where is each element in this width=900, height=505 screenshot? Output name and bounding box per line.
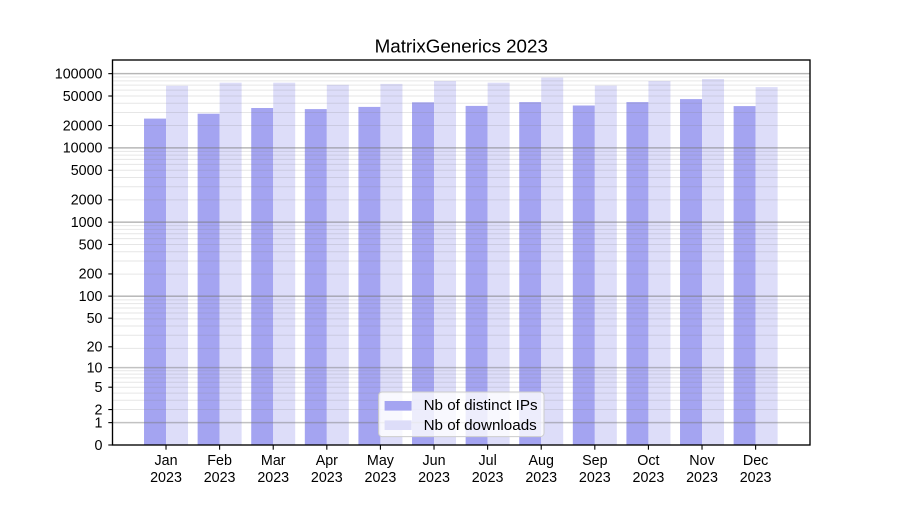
svg-text:Feb: Feb — [207, 453, 232, 469]
svg-text:2023: 2023 — [472, 470, 504, 486]
svg-text:May: May — [367, 453, 395, 469]
svg-text:MatrixGenerics 2023: MatrixGenerics 2023 — [375, 36, 548, 57]
svg-text:Apr: Apr — [316, 453, 338, 469]
svg-text:2023: 2023 — [365, 470, 397, 486]
svg-text:Dec: Dec — [743, 453, 768, 469]
svg-text:2023: 2023 — [311, 470, 343, 486]
svg-text:20000: 20000 — [63, 118, 103, 134]
svg-text:5000: 5000 — [71, 163, 103, 179]
svg-text:2023: 2023 — [150, 470, 182, 486]
svg-text:2023: 2023 — [633, 470, 665, 486]
svg-text:2023: 2023 — [579, 470, 611, 486]
svg-text:5: 5 — [95, 380, 103, 396]
svg-text:2000: 2000 — [71, 193, 103, 209]
svg-text:Nb of distinct IPs: Nb of distinct IPs — [424, 397, 538, 414]
svg-text:20: 20 — [87, 340, 103, 356]
svg-text:Jul: Jul — [478, 453, 496, 469]
svg-text:1000: 1000 — [71, 215, 103, 231]
svg-text:200: 200 — [79, 267, 103, 283]
svg-text:2023: 2023 — [204, 470, 236, 486]
svg-text:2023: 2023 — [686, 470, 718, 486]
svg-text:2023: 2023 — [418, 470, 450, 486]
svg-text:Nov: Nov — [689, 453, 715, 469]
svg-text:1: 1 — [95, 415, 103, 431]
svg-text:Nb of downloads: Nb of downloads — [424, 417, 538, 434]
svg-text:2023: 2023 — [257, 470, 289, 486]
svg-text:Jan: Jan — [154, 453, 177, 469]
svg-text:50: 50 — [87, 311, 103, 327]
svg-text:100000: 100000 — [55, 66, 103, 82]
svg-text:10: 10 — [87, 360, 103, 376]
svg-text:100: 100 — [79, 289, 103, 305]
svg-text:10000: 10000 — [63, 141, 103, 157]
svg-text:2023: 2023 — [740, 470, 772, 486]
svg-text:500: 500 — [79, 237, 103, 253]
svg-text:Mar: Mar — [261, 453, 286, 469]
svg-text:50000: 50000 — [63, 89, 103, 105]
svg-text:2023: 2023 — [525, 470, 557, 486]
svg-text:0: 0 — [95, 438, 103, 454]
svg-text:Jun: Jun — [422, 453, 445, 469]
svg-text:Sep: Sep — [582, 453, 607, 469]
svg-text:Aug: Aug — [528, 453, 553, 469]
svg-text:2: 2 — [95, 402, 103, 418]
svg-text:Oct: Oct — [637, 453, 659, 469]
